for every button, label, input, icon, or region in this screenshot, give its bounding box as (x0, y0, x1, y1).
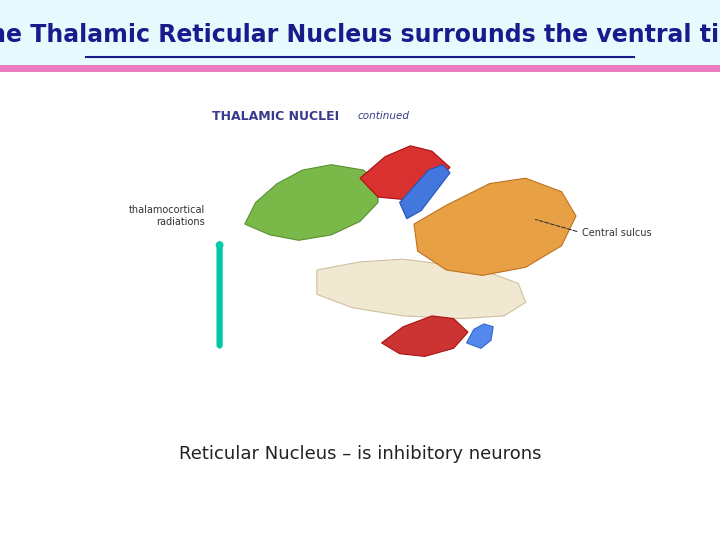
Text: THALAMIC NUCLEI: THALAMIC NUCLEI (212, 110, 340, 123)
Polygon shape (245, 165, 378, 240)
Text: continued: continued (358, 111, 410, 121)
Polygon shape (360, 146, 450, 200)
Polygon shape (467, 324, 493, 348)
Text: Reticular Nucleus – is inhibitory neurons: Reticular Nucleus – is inhibitory neuron… (179, 444, 541, 463)
Bar (0, 70, 720, 540)
Bar (0, 0, 720, 70)
Polygon shape (382, 316, 468, 356)
Polygon shape (317, 259, 526, 319)
Polygon shape (414, 178, 576, 275)
Text: The Thalamic Reticular Nucleus surrounds the ventral tier: The Thalamic Reticular Nucleus surrounds… (0, 23, 720, 47)
Text: Central sulcus: Central sulcus (582, 228, 652, 238)
Polygon shape (400, 165, 450, 219)
Text: thalamocortical
radiations: thalamocortical radiations (129, 205, 205, 227)
